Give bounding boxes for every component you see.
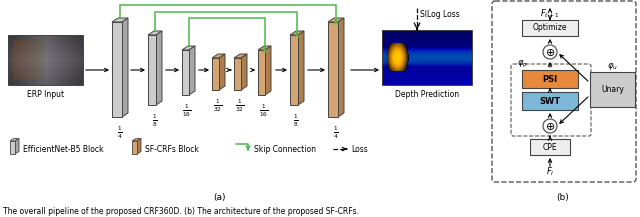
Text: $\frac{1}{16}$: $\frac{1}{16}$: [182, 103, 192, 119]
Polygon shape: [219, 54, 225, 90]
Text: SWT: SWT: [540, 97, 561, 105]
Polygon shape: [112, 18, 128, 22]
Polygon shape: [182, 46, 195, 50]
Polygon shape: [10, 141, 15, 154]
Text: $\varphi_p$: $\varphi_p$: [517, 58, 528, 70]
Polygon shape: [241, 54, 247, 90]
Text: $\frac{1}{32}$: $\frac{1}{32}$: [236, 98, 244, 114]
Polygon shape: [156, 31, 162, 105]
FancyBboxPatch shape: [492, 1, 636, 182]
Polygon shape: [112, 22, 122, 117]
Polygon shape: [15, 138, 19, 154]
Text: Loss: Loss: [351, 145, 368, 153]
Text: $\varphi_u$: $\varphi_u$: [607, 61, 618, 71]
Bar: [382, 30, 472, 85]
Text: $\oplus$: $\oplus$: [545, 46, 555, 58]
Text: $F_{t+1}$: $F_{t+1}$: [540, 8, 560, 20]
Text: The overall pipeline of the proposed CRF360D. (b) The architecture of the propos: The overall pipeline of the proposed CRF…: [3, 207, 359, 216]
Polygon shape: [132, 138, 141, 141]
Polygon shape: [182, 50, 189, 95]
Polygon shape: [137, 138, 141, 154]
Polygon shape: [328, 18, 344, 22]
Text: CPE: CPE: [543, 143, 557, 151]
Polygon shape: [132, 141, 137, 154]
Polygon shape: [189, 46, 195, 95]
Circle shape: [543, 45, 557, 59]
Bar: [530, 139, 570, 155]
Polygon shape: [122, 18, 128, 117]
Polygon shape: [212, 58, 219, 90]
Polygon shape: [258, 50, 265, 95]
Polygon shape: [148, 31, 162, 35]
Text: $\frac{1}{8}$: $\frac{1}{8}$: [293, 113, 299, 129]
Text: $\frac{1}{8}$: $\frac{1}{8}$: [152, 113, 158, 129]
Text: $\frac{1}{4}$: $\frac{1}{4}$: [333, 125, 339, 141]
Text: Unary: Unary: [601, 85, 624, 94]
Polygon shape: [328, 22, 338, 117]
Bar: [522, 20, 578, 36]
Polygon shape: [265, 46, 271, 95]
Text: (b): (b): [557, 193, 570, 202]
Bar: [8, 35, 83, 85]
Polygon shape: [234, 58, 241, 90]
Polygon shape: [338, 18, 344, 117]
Text: Depth Prediction: Depth Prediction: [395, 90, 459, 99]
Polygon shape: [298, 31, 304, 105]
Polygon shape: [290, 31, 304, 35]
Text: SF-CRFs Block: SF-CRFs Block: [145, 145, 199, 153]
Text: Skip Connection: Skip Connection: [254, 145, 316, 153]
Text: PSI: PSI: [543, 74, 557, 84]
Polygon shape: [258, 46, 271, 50]
Bar: [522, 92, 578, 110]
Bar: [590, 72, 635, 107]
Polygon shape: [212, 54, 225, 58]
Polygon shape: [148, 35, 156, 105]
Text: $\oplus$: $\oplus$: [545, 120, 555, 132]
Bar: [522, 70, 578, 88]
Polygon shape: [290, 35, 298, 105]
Circle shape: [543, 119, 557, 133]
Text: (a): (a): [214, 193, 227, 202]
Polygon shape: [234, 54, 247, 58]
Text: ERP Input: ERP Input: [27, 90, 64, 99]
Text: $F_l$: $F_l$: [546, 166, 554, 178]
Text: $\frac{1}{16}$: $\frac{1}{16}$: [259, 103, 269, 119]
Polygon shape: [10, 138, 19, 141]
Text: EfficientNet-B5 Block: EfficientNet-B5 Block: [23, 145, 104, 153]
Text: Optimize: Optimize: [532, 23, 567, 33]
Text: $\frac{1}{4}$: $\frac{1}{4}$: [117, 125, 123, 141]
Text: SILog Loss: SILog Loss: [420, 10, 460, 19]
Text: $\frac{1}{32}$: $\frac{1}{32}$: [213, 98, 223, 114]
